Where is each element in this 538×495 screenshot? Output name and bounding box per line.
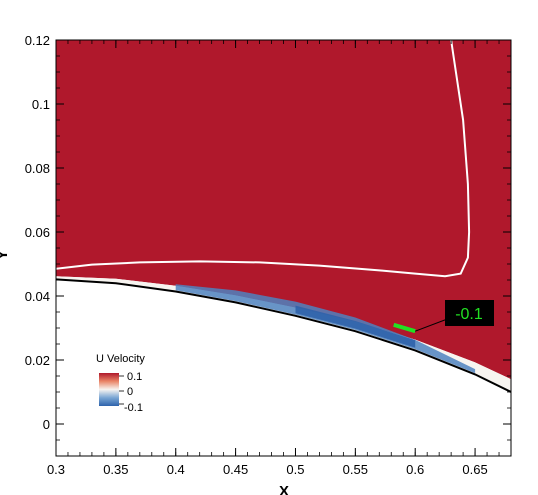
y-tick-label: 0.1	[32, 97, 50, 112]
y-tick-label: 0	[43, 417, 50, 432]
annotation-box	[445, 300, 494, 326]
annotation-label: -0.1	[455, 306, 483, 323]
x-tick-label: 0.65	[462, 462, 487, 477]
x-axis-ticks: 0.3 0.35 0.4 0.45 0.5 0.55 0.6 0.65	[47, 40, 512, 477]
y-tick-label: 0.04	[25, 289, 50, 304]
x-tick-label: 0.55	[343, 462, 368, 477]
legend: U Velocity 0.1 0 -0.1	[96, 353, 145, 414]
legend-label-low: -0.1	[124, 402, 143, 414]
legend-label-zero: 0	[127, 386, 133, 398]
x-tick-label: 0.35	[103, 462, 128, 477]
y-axis-title: Y	[0, 250, 11, 260]
negative-velocity-core	[295, 305, 416, 348]
legend-label-high: 0.1	[127, 371, 142, 383]
contour-annotation: -0.1	[393, 300, 494, 334]
x-tick-label: 0.45	[223, 462, 248, 477]
high-velocity-region	[56, 40, 511, 380]
x-axis-title: X	[279, 483, 289, 495]
x-tick-label: 0.6	[406, 462, 424, 477]
legend-colorbar	[99, 373, 119, 406]
y-tick-label: 0.12	[25, 33, 50, 48]
annotation-leader-line	[415, 317, 451, 332]
y-tick-label: 0.08	[25, 161, 50, 176]
y-tick-label: 0.02	[25, 353, 50, 368]
x-tick-label: 0.3	[47, 462, 65, 477]
legend-title: U Velocity	[96, 353, 145, 365]
y-tick-label: 0.06	[25, 225, 50, 240]
y-axis-ticks: 0 0.02 0.04 0.06 0.08 0.1 0.12	[25, 33, 511, 457]
annotation-mark	[393, 322, 416, 334]
white-contour-line	[56, 40, 471, 278]
negative-velocity-region	[175, 284, 476, 374]
x-tick-label: 0.5	[286, 462, 304, 477]
x-tick-label: 0.4	[167, 462, 185, 477]
wall-surface-line	[56, 278, 511, 393]
